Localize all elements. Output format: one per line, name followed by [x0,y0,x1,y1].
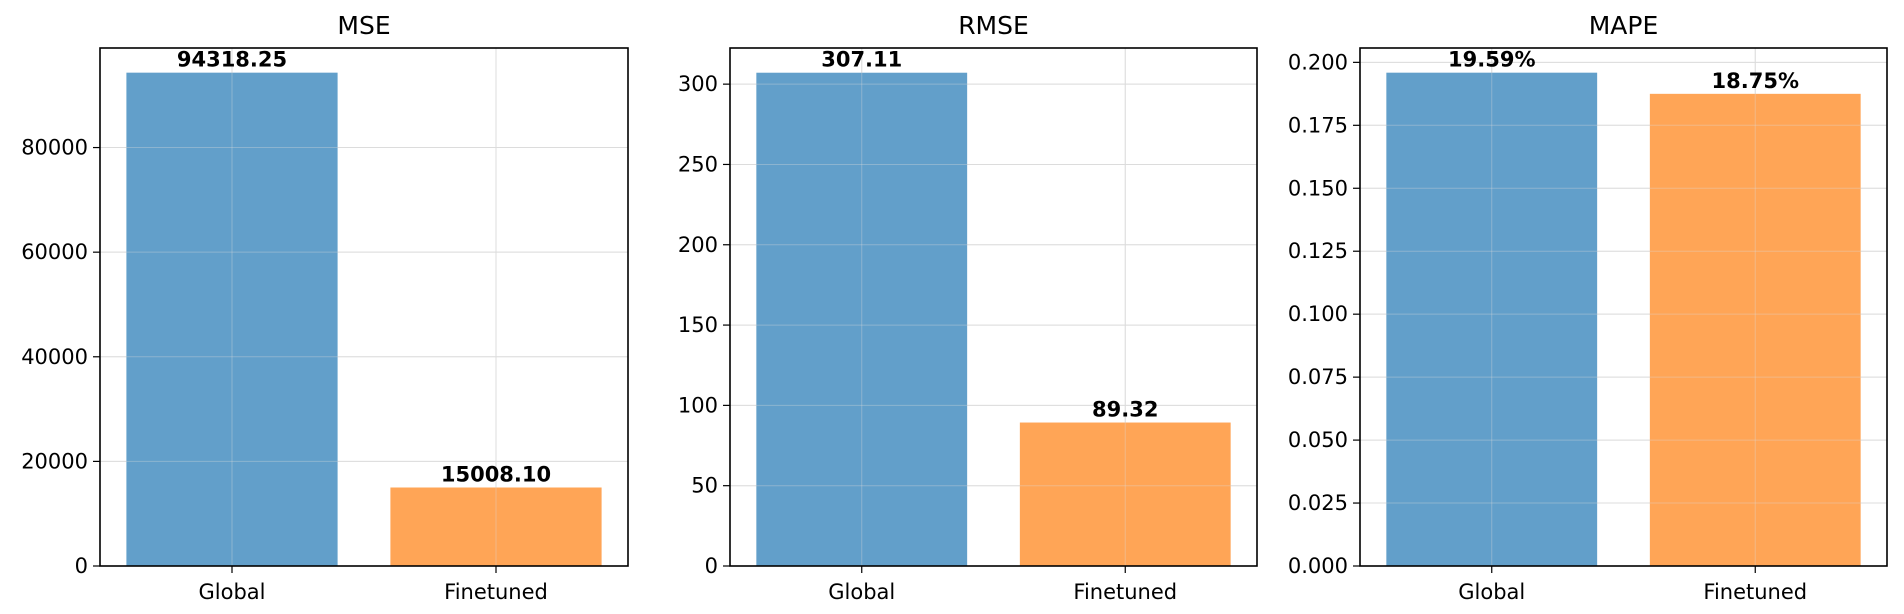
mape-axes-frame [1359,47,1888,567]
mape-y-tick-label: 0.175 [1288,113,1348,137]
mape-y-tick-label: 0.125 [1288,239,1348,263]
rmse-axes-frame [729,47,1258,567]
rmse-value-label-global: 307.11 [821,48,902,72]
mse-y-tick-label: 20000 [21,449,88,473]
rmse-chart: 307.11 89.32 0 50 100 150 200 250 300 Global Finet… [678,11,1258,604]
mape-value-label-global: 19.59% [1448,48,1535,72]
rmse-chart-title: RMSE [958,11,1029,40]
mse-bar-finetuned [390,487,602,566]
rmse-bar-finetuned [1019,422,1231,566]
mse-value-label-global: 94318.25 [177,48,287,72]
mape-y-tick-label: 0.075 [1288,365,1348,389]
mape-y-tick-label: 0.150 [1288,176,1348,200]
mse-value-label-finetuned: 15008.10 [441,462,551,486]
mape-chart-title: MAPE [1589,11,1659,40]
mse-axes-frame [99,47,629,567]
rmse-x-tick-label: Finetuned [1073,580,1177,604]
mape-x-tick-label: Finetuned [1703,580,1807,604]
mse-chart-title: MSE [337,11,390,40]
mse-y-tick-label: 0 [75,554,88,578]
rmse-y-tick-label: 50 [691,474,718,498]
mse-x-tick-label: Global [199,580,266,604]
mape-y-tick-label: 0.200 [1288,50,1348,74]
mape-y-tick-label: 0.025 [1288,491,1348,515]
mape-bar-global [1386,72,1598,567]
rmse-bar-global [756,72,968,566]
rmse-y-tick-label: 250 [678,152,718,176]
mse-bar-global [126,72,338,566]
mape-y-tick-label: 0.050 [1288,428,1348,452]
mse-y-tick-label: 80000 [21,136,88,160]
mape-value-label-finetuned: 18.75% [1712,69,1799,93]
mse-y-tick-label: 60000 [21,240,88,264]
rmse-y-tick-label: 200 [678,233,718,257]
rmse-y-tick-label: 300 [678,72,718,96]
mape-y-tick-label: 0.000 [1288,554,1348,578]
mse-chart: 94318.25 15008.10 0 20000 40000 60000 80000 Glo… [21,11,629,604]
rmse-x-tick-label: Global [828,580,895,604]
mape-bar-finetuned [1649,93,1861,567]
rmse-y-tick-label: 150 [678,313,718,337]
rmse-value-label-finetuned: 89.32 [1092,398,1158,422]
rmse-y-tick-label: 0 [705,554,718,578]
mape-y-tick-label: 0.100 [1288,302,1348,326]
rmse-y-tick-label: 100 [678,393,718,417]
mse-y-tick-label: 40000 [21,345,88,369]
mape-x-tick-label: Global [1458,580,1525,604]
mse-x-tick-label: Finetuned [444,580,548,604]
mape-chart: 19.59% 18.75% 0.000 0.025 0.050 0.075 0.100 0.1… [1288,11,1888,604]
